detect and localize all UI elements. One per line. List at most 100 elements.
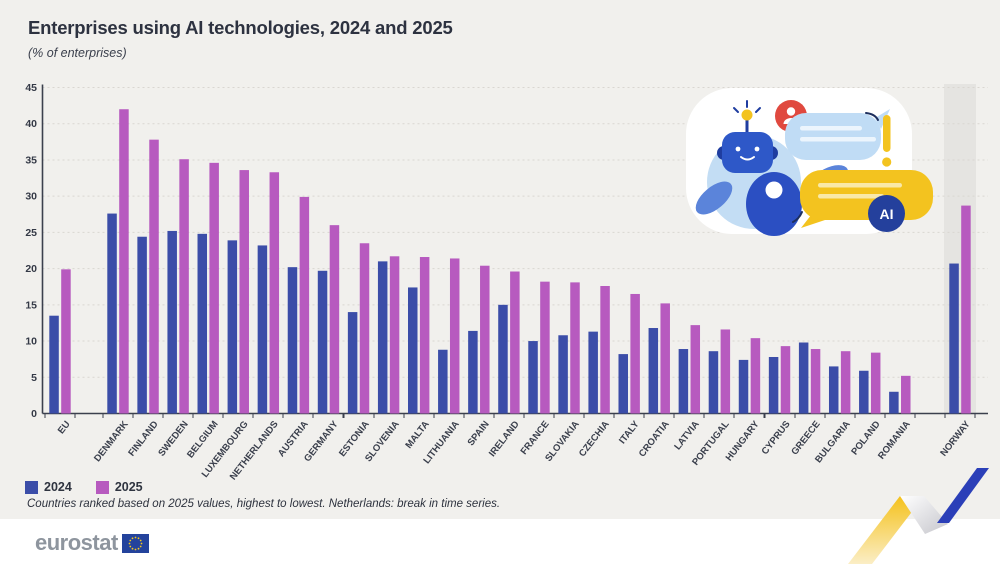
- eu-flag-icon: [121, 533, 149, 553]
- bar-2024-greece: [798, 342, 809, 414]
- y-tick-label-5: 5: [31, 372, 37, 384]
- legend: 2024 2025: [25, 480, 157, 494]
- bar-2025-slovenia: [389, 256, 400, 414]
- bar-2024-romania: [889, 391, 899, 414]
- y-tick-label-45: 45: [25, 82, 37, 94]
- y-tick-label-10: 10: [25, 336, 37, 348]
- bar-2024-france: [528, 341, 538, 414]
- bar-2024-finland: [137, 236, 147, 414]
- bar-2024-portugal: [708, 351, 719, 414]
- eu-flag-star: [131, 547, 134, 550]
- bar-2024-cyprus: [768, 356, 779, 414]
- bar-2025-finland: [149, 139, 159, 414]
- chart-title: Enterprises using AI technologies, 2024 …: [28, 17, 453, 38]
- bar-2024-spain: [468, 330, 478, 414]
- bar-2025-croatia: [660, 303, 670, 414]
- bar-2024-luxembourg: [227, 240, 238, 414]
- norway-highlight-band: [944, 84, 976, 414]
- eu-flag-star: [129, 545, 131, 547]
- bar-2025-italy: [630, 293, 640, 414]
- bar-2024-croatia: [648, 328, 659, 414]
- bar-2024-ireland: [498, 304, 508, 414]
- exclamation-icon: [882, 115, 892, 167]
- bar-2025-romania: [901, 375, 911, 414]
- bar-2024-slovakia: [558, 335, 568, 414]
- y-tick-label-40: 40: [25, 118, 37, 130]
- eu-flag-star: [128, 542, 131, 544]
- bar-2025-norway: [961, 205, 971, 414]
- chat-bubble-yellow: [792, 170, 933, 228]
- y-tick-label-30: 30: [25, 191, 37, 203]
- legend-swatch-2024: [25, 480, 38, 494]
- bar-2025-ireland: [510, 271, 520, 414]
- svg-text:AI: AI: [880, 206, 894, 222]
- bar-2025-belgium: [209, 162, 219, 414]
- footer-band: [0, 519, 1000, 564]
- eu-flag-star: [137, 536, 140, 539]
- eu-flag-star: [139, 545, 142, 547]
- bar-2025-cyprus: [780, 346, 791, 414]
- bar-2025-austria: [299, 196, 310, 414]
- eu-flag-star: [139, 539, 142, 541]
- bar-2024-poland: [859, 370, 869, 414]
- chat-bubble-blue: [785, 109, 890, 160]
- bar-2025-portugal: [720, 329, 731, 414]
- eu-flag-star: [134, 548, 137, 550]
- bar-2025-sweden: [179, 159, 189, 414]
- bar-2024-malta: [408, 287, 418, 414]
- bar-2024-belgium: [197, 233, 208, 414]
- y-tick-label-25: 25: [25, 227, 37, 239]
- bar-2024-italy: [618, 354, 628, 414]
- eu-flag-star: [129, 539, 131, 541]
- bar-2024-lithuania: [438, 349, 448, 414]
- legend-item-2025: 2025: [95, 480, 143, 494]
- eurostat-logo: eurostat: [35, 530, 149, 556]
- bar-2024-austria: [287, 267, 298, 414]
- ai-robot-chat-illustration: AI: [686, 88, 933, 236]
- bar-2025-netherlands: [269, 172, 280, 414]
- bar-2025-slovakia: [570, 282, 580, 414]
- bar-2025-luxembourg: [239, 170, 249, 414]
- bar-2024-sweden: [167, 230, 177, 414]
- legend-label-2025: 2025: [114, 480, 143, 494]
- bar-2025-malta: [419, 257, 430, 414]
- footnote: Countries ranked based on 2025 values, h…: [27, 498, 501, 510]
- legend-swatch-2025: [95, 480, 109, 494]
- bar-2025-latvia: [690, 325, 701, 414]
- zigzag-blue-segment: [937, 468, 989, 523]
- eu-flag-star: [137, 547, 140, 550]
- bar-2025-denmark: [119, 109, 129, 414]
- bar-2024-netherlands: [257, 245, 268, 414]
- bar-2025-bulgaria: [840, 351, 851, 414]
- bar-2025-germany: [329, 225, 340, 414]
- bar-2024-slovenia: [377, 261, 388, 414]
- bar-2024-germany: [317, 270, 328, 414]
- eu-flag-star: [134, 536, 137, 538]
- bar-2024-hungary: [738, 359, 749, 414]
- bar-2025-poland: [870, 352, 881, 414]
- bar-2024-norway: [949, 263, 959, 414]
- zigzag-fold-segment: [900, 496, 948, 534]
- y-tick-label-35: 35: [25, 154, 37, 166]
- chart-subtitle: (% of enterprises): [28, 46, 127, 60]
- y-tick-label-20: 20: [25, 263, 37, 275]
- bar-2025-greece: [810, 349, 821, 414]
- eu-flag-star: [131, 536, 134, 539]
- y-tick-label-0: 0: [31, 408, 37, 420]
- zigzag-yellow-segment: [848, 496, 924, 564]
- eu-flag-star: [140, 542, 143, 544]
- bar-2025-estonia: [359, 243, 370, 414]
- y-tick-label-15: 15: [25, 299, 37, 311]
- eurostat-wordmark: eurostat: [35, 530, 118, 555]
- zigzag-ribbon-decoration: [848, 468, 989, 564]
- ai-badge-icon: AI: [868, 195, 905, 232]
- bar-2025-spain: [480, 265, 490, 414]
- bar-2024-czechia: [588, 331, 598, 414]
- bar-2025-eu: [61, 269, 71, 414]
- bar-2024-denmark: [107, 213, 117, 414]
- bar-2024-eu: [49, 315, 59, 414]
- bar-2024-latvia: [678, 349, 689, 414]
- bar-2025-czechia: [600, 285, 610, 414]
- bar-2024-bulgaria: [828, 366, 839, 414]
